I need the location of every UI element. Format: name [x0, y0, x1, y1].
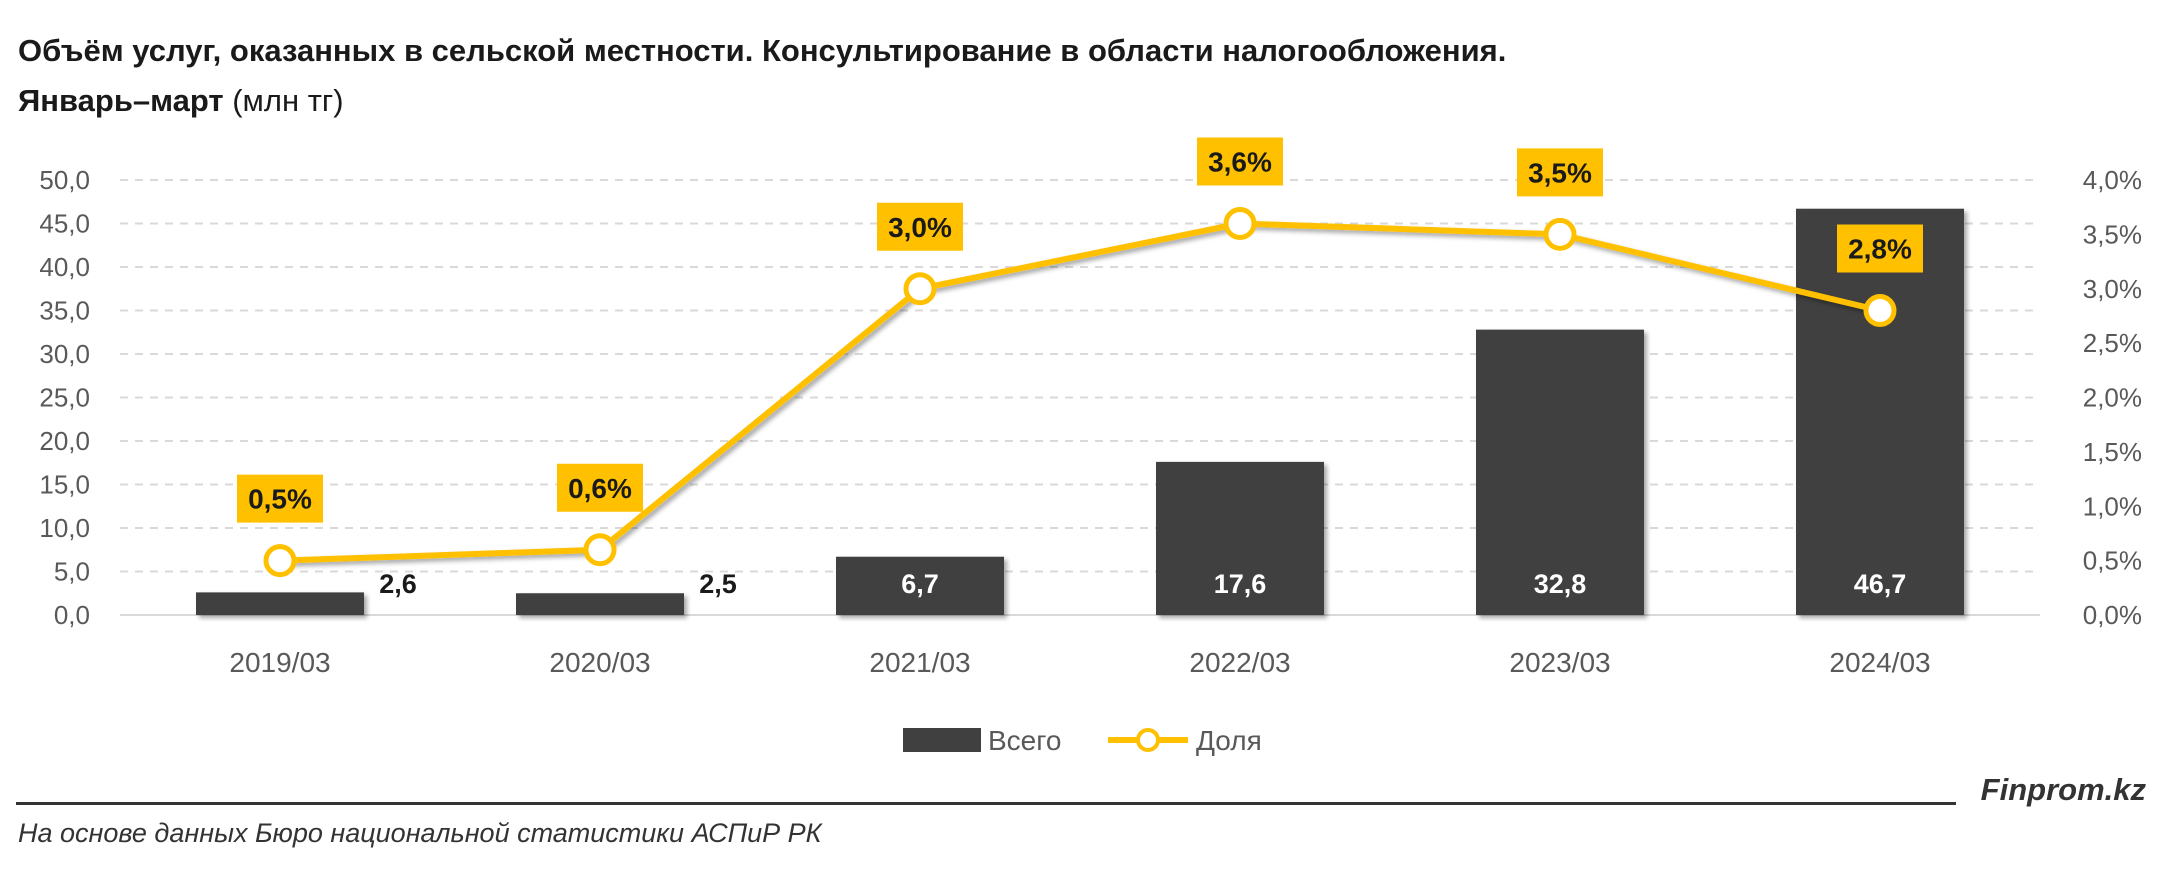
share-point [1543, 217, 1577, 251]
chart-subtitle-unit: (млн тг) [232, 83, 344, 118]
y-right-tick-label: 3,0% [2083, 274, 2142, 304]
y-left-tick-label: 15,0 [39, 470, 90, 500]
x-tick-label: 2024/03 [1829, 647, 1930, 678]
y-right-tick-label: 1,5% [2083, 437, 2142, 467]
chart-title: Объём услуг, оказанных в сельской местно… [18, 33, 1507, 68]
y-left-tick-label: 50,0 [39, 165, 90, 195]
legend-swatch-bar [903, 728, 981, 752]
bar [196, 592, 364, 615]
bar-value-label: 2,5 [699, 569, 737, 599]
x-tick-label: 2022/03 [1189, 647, 1290, 678]
y-right-tick-label: 2,5% [2083, 328, 2142, 358]
x-tick-label: 2023/03 [1509, 647, 1610, 678]
y-right-tick-label: 4,0% [2083, 165, 2142, 195]
share-value-label: 3,0% [888, 212, 952, 243]
y-right-tick-label: 0,0% [2083, 600, 2142, 630]
share-point [583, 533, 617, 567]
bar-value-label: 2,6 [379, 569, 417, 599]
bar [516, 593, 684, 615]
share-point [263, 544, 297, 578]
share-line [279, 220, 1881, 564]
legend-label-total: Всего [988, 725, 1061, 756]
y-left-tick-label: 35,0 [39, 296, 90, 326]
share-point [903, 272, 937, 306]
x-tick-label: 2021/03 [869, 647, 970, 678]
share-label-box [1837, 224, 1923, 273]
share-value-label: 0,6% [568, 473, 632, 504]
share-value-label: 0,5% [248, 484, 312, 515]
share-point [1223, 207, 1257, 240]
share-label-box [877, 202, 963, 251]
bar [1156, 461, 1324, 615]
bar-value-label: 6,7 [901, 569, 939, 599]
share-label-box [237, 474, 323, 523]
y-left-tick-label: 25,0 [39, 383, 90, 413]
y-left-tick-label: 0,0 [54, 600, 90, 630]
legend-swatch-marker [1136, 728, 1160, 752]
footer-divider [16, 802, 1956, 805]
bar [1796, 208, 1964, 615]
legend-label-share: Доля [1196, 725, 1262, 756]
share-value-label: 3,6% [1208, 147, 1272, 178]
y-left-tick-label: 10,0 [39, 513, 90, 543]
bar-value-label: 46,7 [1854, 569, 1907, 599]
bar-value-label: 17,6 [1214, 569, 1267, 599]
y-right-tick-label: 2,0% [2083, 383, 2142, 413]
y-right-tick-label: 3,5% [2083, 219, 2142, 249]
x-tick-label: 2019/03 [229, 647, 330, 678]
y-left-tick-label: 40,0 [39, 252, 90, 282]
footer-brand: Finprom.kz [1980, 772, 2146, 807]
share-value-label: 3,5% [1528, 157, 1592, 188]
chart-subtitle: Январь–март (млн тг) [18, 76, 1506, 126]
y-left-tick-label: 20,0 [39, 426, 90, 456]
chart-title-block: Объём услуг, оказанных в сельской местно… [18, 26, 1506, 126]
bar [836, 556, 1004, 615]
y-left-tick-label: 30,0 [39, 339, 90, 369]
y-right-tick-label: 1,0% [2083, 491, 2142, 521]
bar [1476, 329, 1644, 615]
share-label-box [1197, 137, 1283, 186]
chart-subtitle-period: Январь–март [18, 83, 224, 118]
footer-source: На основе данных Бюро национальной стати… [18, 818, 822, 848]
y-left-tick-label: 45,0 [39, 209, 90, 239]
share-value-label: 2,8% [1848, 234, 1912, 265]
x-tick-label: 2020/03 [549, 647, 650, 678]
share-label-box [1517, 148, 1603, 197]
y-right-tick-label: 0,5% [2083, 546, 2142, 576]
share-point [1863, 294, 1897, 327]
bar-value-label: 32,8 [1534, 569, 1587, 599]
share-label-box [557, 463, 643, 512]
y-left-tick-label: 5,0 [54, 557, 90, 587]
